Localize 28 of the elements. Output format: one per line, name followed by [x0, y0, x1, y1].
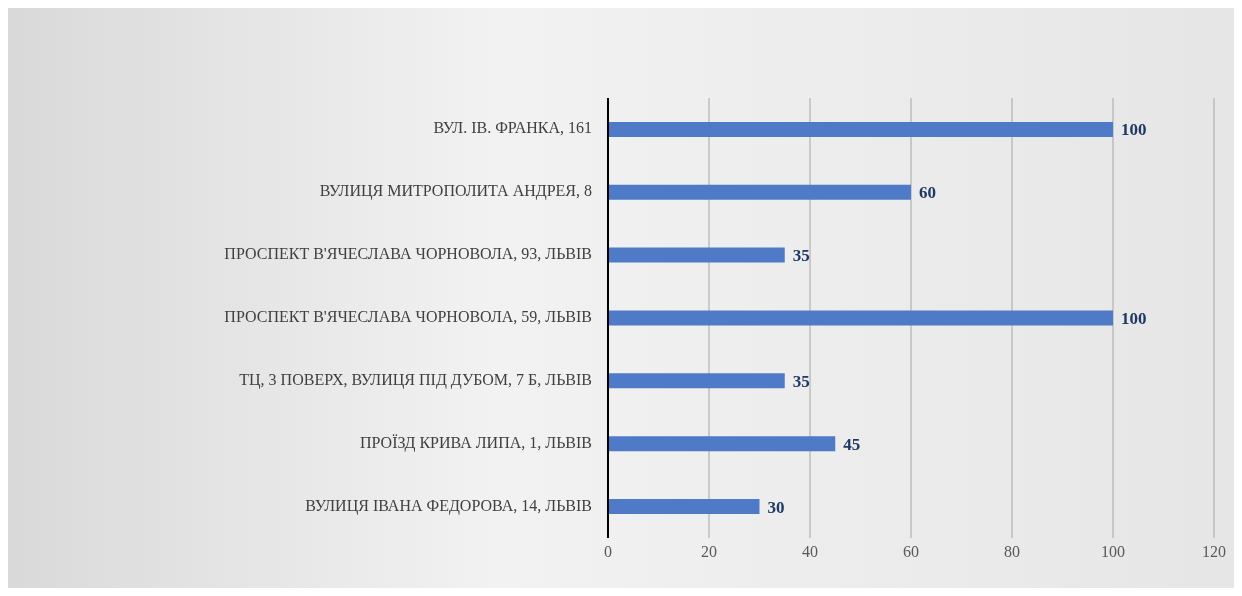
bar — [608, 121, 1113, 137]
x-tick-label: 60 — [903, 543, 919, 561]
x-tick-label: 0 — [604, 543, 612, 561]
data-label: 100 — [1121, 120, 1147, 140]
bar — [608, 436, 836, 452]
bar — [608, 247, 785, 263]
y-tick-label: ПРОЇЗД КРИВА ЛИПА, 1, ЛЬВІВ — [359, 433, 592, 452]
bar — [608, 310, 1113, 326]
y-tick-label: ТЦ, 3 ПОВЕРХ, ВУЛИЦЯ ПІД ДУБОМ, 7 Б, ЛЬВІВ — [239, 370, 592, 389]
bar — [608, 373, 785, 389]
x-tick-label: 20 — [701, 543, 717, 561]
x-tick-label: 80 — [1004, 543, 1020, 561]
x-tick-label: 40 — [802, 543, 818, 561]
y-tick-label: ПРОСПЕКТ В'ЯЧЕСЛАВА ЧОРНОВОЛА, 59, ЛЬВІВ — [224, 307, 592, 325]
y-tick-label: ВУЛИЦЯ МИТРОПОЛИТА АНДРЕЯ, 8 — [319, 181, 592, 200]
bar — [608, 499, 760, 515]
data-label: 35 — [792, 371, 810, 391]
bar — [608, 184, 911, 200]
data-label: 45 — [843, 434, 861, 454]
data-label: 30 — [767, 497, 785, 517]
y-tick-label: ВУЛИЦЯ ІВАНА ФЕДОРОВА, 14, ЛЬВІВ — [305, 496, 592, 515]
data-label: 60 — [919, 183, 936, 203]
data-label: 100 — [1121, 308, 1147, 328]
x-tick-label: 120 — [1202, 543, 1226, 561]
y-tick-label: ВУЛ. ІВ. ФРАНКА, 161 — [433, 119, 592, 137]
x-tick-label: 100 — [1101, 543, 1125, 561]
y-tick-label: ПРОСПЕКТ В'ЯЧЕСЛАВА ЧОРНОВОЛА, 93, ЛЬВІВ — [224, 244, 592, 262]
data-label: 35 — [792, 246, 810, 266]
